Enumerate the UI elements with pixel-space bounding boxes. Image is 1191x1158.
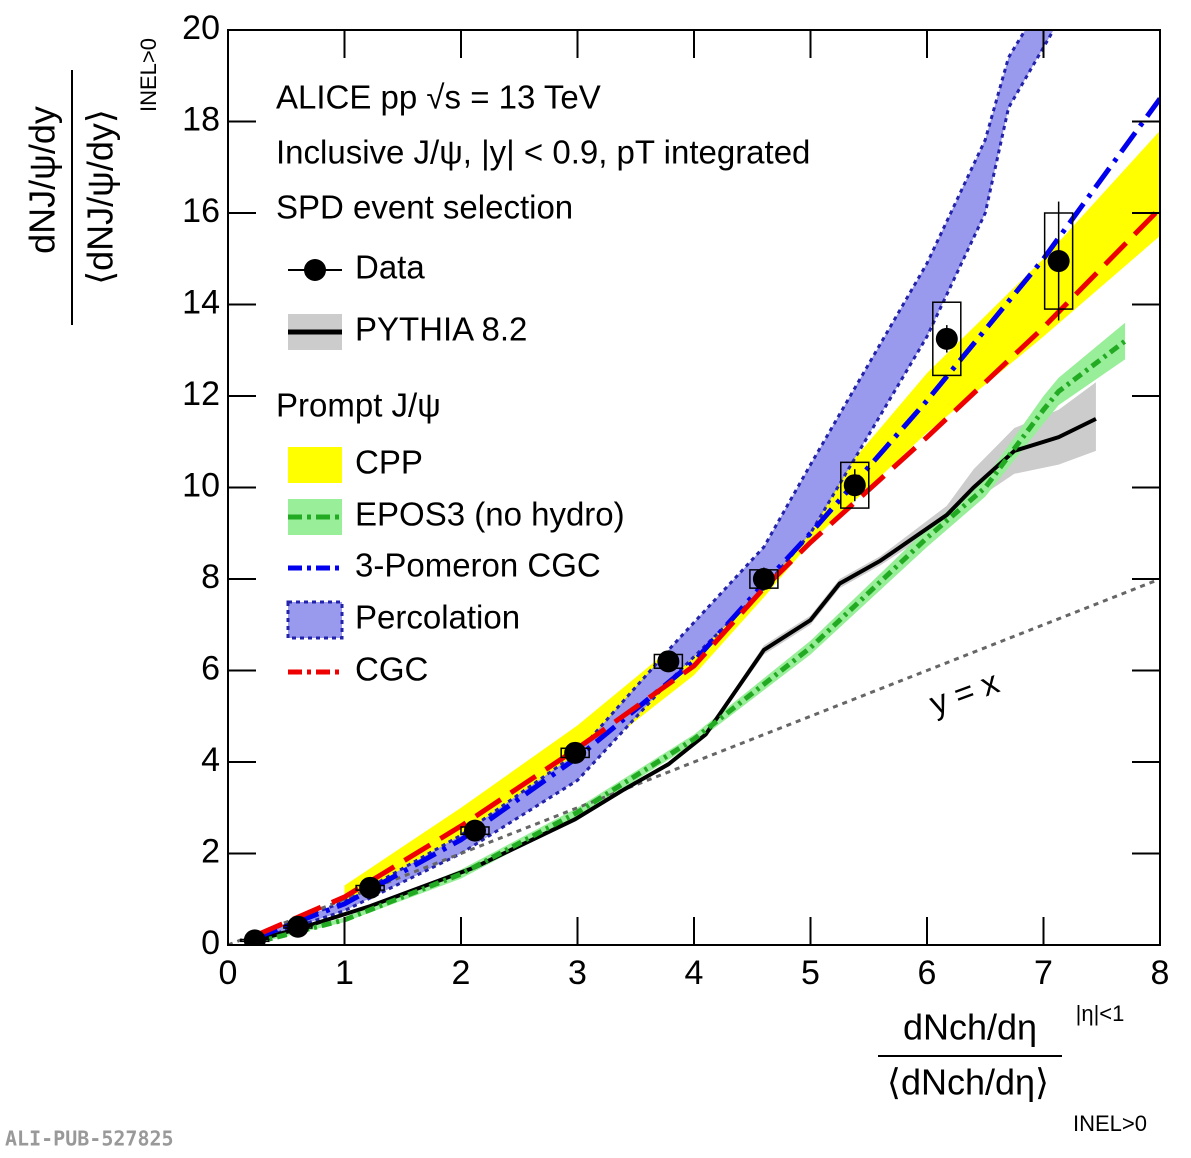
band-edge (254, 30, 1027, 938)
data-point (843, 474, 866, 497)
reference-label: y = x (925, 663, 1004, 722)
legend-label: PYTHIA 8.2 (355, 311, 527, 348)
data-point (286, 915, 309, 938)
line (254, 339, 1127, 945)
legend-label: 3-Pomeron CGC (355, 547, 601, 584)
y-tick-label: 18 (182, 100, 220, 138)
x-label-numerator: dNch/dη (903, 1007, 1037, 1048)
x-label-subscript: INEL>0 (1073, 1111, 1147, 1136)
sys-box (932, 301, 962, 377)
legend-symbol (304, 259, 326, 281)
annotation: Inclusive J/ψ, |y| < 0.9, pT integrated (276, 134, 810, 171)
y-tick-label: 20 (182, 9, 220, 47)
y-tick-label: 16 (182, 192, 220, 230)
data-point (463, 819, 486, 842)
legend-header: Prompt J/ψ (276, 387, 441, 424)
x-tick-label: 1 (335, 954, 354, 992)
x-tick-label: 6 (918, 954, 937, 992)
x-label-superscript: |η|<1 (1076, 1001, 1125, 1026)
plot-area (228, 30, 1160, 945)
y-label-denominator: ⟨dNJ/ψ/dy⟩ (80, 109, 121, 285)
x-tick-label: 7 (1034, 954, 1053, 992)
line (253, 206, 1160, 939)
y-label-subscript: INEL>0 (136, 38, 161, 112)
legend-label: CPP (355, 444, 423, 481)
annotation: ALICE pp √s = 13 TeV (276, 79, 601, 116)
band (254, 382, 1096, 942)
data-point (657, 650, 680, 673)
x-tick-label: 3 (568, 954, 587, 992)
y-tick-label: 14 (182, 283, 220, 321)
x-tick-label: 8 (1151, 954, 1170, 992)
y-label-numerator: dNJ/ψ/dy (22, 106, 63, 254)
y-tick-label: 12 (182, 375, 220, 413)
x-tick-label: 2 (452, 954, 471, 992)
legend-label: Percolation (355, 599, 520, 636)
y-tick-label: 4 (201, 741, 220, 779)
legend-symbol (288, 447, 342, 483)
x-tick-label: 0 (219, 954, 238, 992)
y-tick-label: 10 (182, 466, 220, 504)
legend-label: Data (355, 249, 425, 286)
y-tick-label: 8 (201, 558, 220, 596)
data-point (564, 741, 587, 764)
data-point (243, 929, 266, 945)
legend-label: EPOS3 (no hydro) (355, 496, 625, 533)
data-point (1047, 250, 1070, 273)
watermark: ALI-PUB-527825 (5, 1127, 174, 1151)
legend-symbol (286, 600, 344, 640)
y-tick-label: 2 (201, 832, 220, 870)
line (253, 97, 1160, 941)
y-tick-label: 6 (201, 649, 220, 687)
sys-box (840, 461, 870, 509)
x-tick-label: 5 (801, 954, 820, 992)
line (254, 417, 1097, 943)
y-tick-label: 0 (201, 924, 220, 962)
x-label-denominator: ⟨dNch/dη⟩ (887, 1062, 1049, 1103)
data-point (935, 327, 958, 350)
annotation: SPD event selection (276, 189, 573, 226)
legend-label: CGC (355, 651, 428, 688)
data-point (752, 568, 775, 590)
reference-line (228, 577, 1160, 945)
x-tick-label: 4 (685, 954, 704, 992)
data-point (359, 876, 382, 899)
